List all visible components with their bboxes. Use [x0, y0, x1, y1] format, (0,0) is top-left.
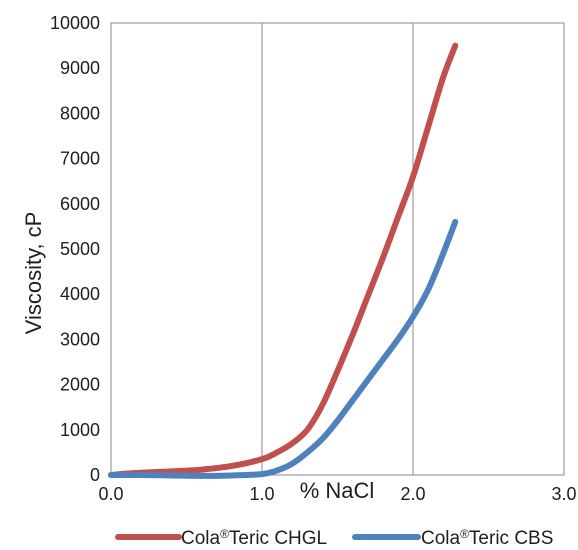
y-tick-label: 7000: [60, 149, 100, 169]
legend-label-suffix: Teric CHGL: [229, 528, 327, 549]
y-tick-label: 1000: [60, 420, 100, 440]
x-tick-label: 3.0: [551, 484, 576, 504]
x-tick-label: 2.0: [400, 484, 425, 504]
series-layer: [108, 42, 459, 479]
legend-label-mark: ®: [460, 527, 469, 541]
legend-label-prefix: Cola: [421, 528, 461, 549]
legend-item-chgl: Cola®Teric CHGL: [115, 527, 327, 549]
legend-item-cbs: Cola®Teric CBS: [352, 527, 553, 549]
x-axis-label: % NaCl: [300, 478, 375, 503]
series-line-cbs: [108, 218, 459, 479]
y-tick-label: 5000: [60, 239, 100, 259]
tick-layer: 0.0 1.0 2.0 3.0 0 1000 2000 3000 4000 5000 6000 700…: [50, 13, 577, 504]
legend-label: Cola®Teric CHGL: [181, 527, 327, 549]
y-tick-label: 0: [90, 465, 100, 485]
plot-frame: [110, 22, 565, 476]
y-tick-label: 4000: [60, 284, 100, 304]
legend: Cola®Teric CHGL Cola®Teric CBS: [115, 527, 553, 549]
axis-labels: % NaCl Viscosity, cP: [21, 212, 374, 503]
legend-label: Cola®Teric CBS: [421, 527, 553, 549]
legend-label-suffix: Teric CBS: [469, 528, 553, 549]
y-tick-label: 2000: [60, 375, 100, 395]
y-axis-label: Viscosity, cP: [21, 212, 46, 335]
legend-label-mark: ®: [220, 527, 229, 541]
x-tick-label: 0.0: [98, 484, 123, 504]
y-tick-label: 10000: [50, 13, 100, 33]
grid-layer: [110, 22, 565, 476]
y-tick-label: 9000: [60, 58, 100, 78]
y-tick-label: 6000: [60, 194, 100, 214]
legend-label-prefix: Cola: [181, 528, 221, 549]
x-tick-label: 1.0: [249, 484, 274, 504]
y-tick-label: 3000: [60, 329, 100, 349]
series-line-chgl: [108, 42, 459, 478]
y-tick-label: 8000: [60, 103, 100, 123]
